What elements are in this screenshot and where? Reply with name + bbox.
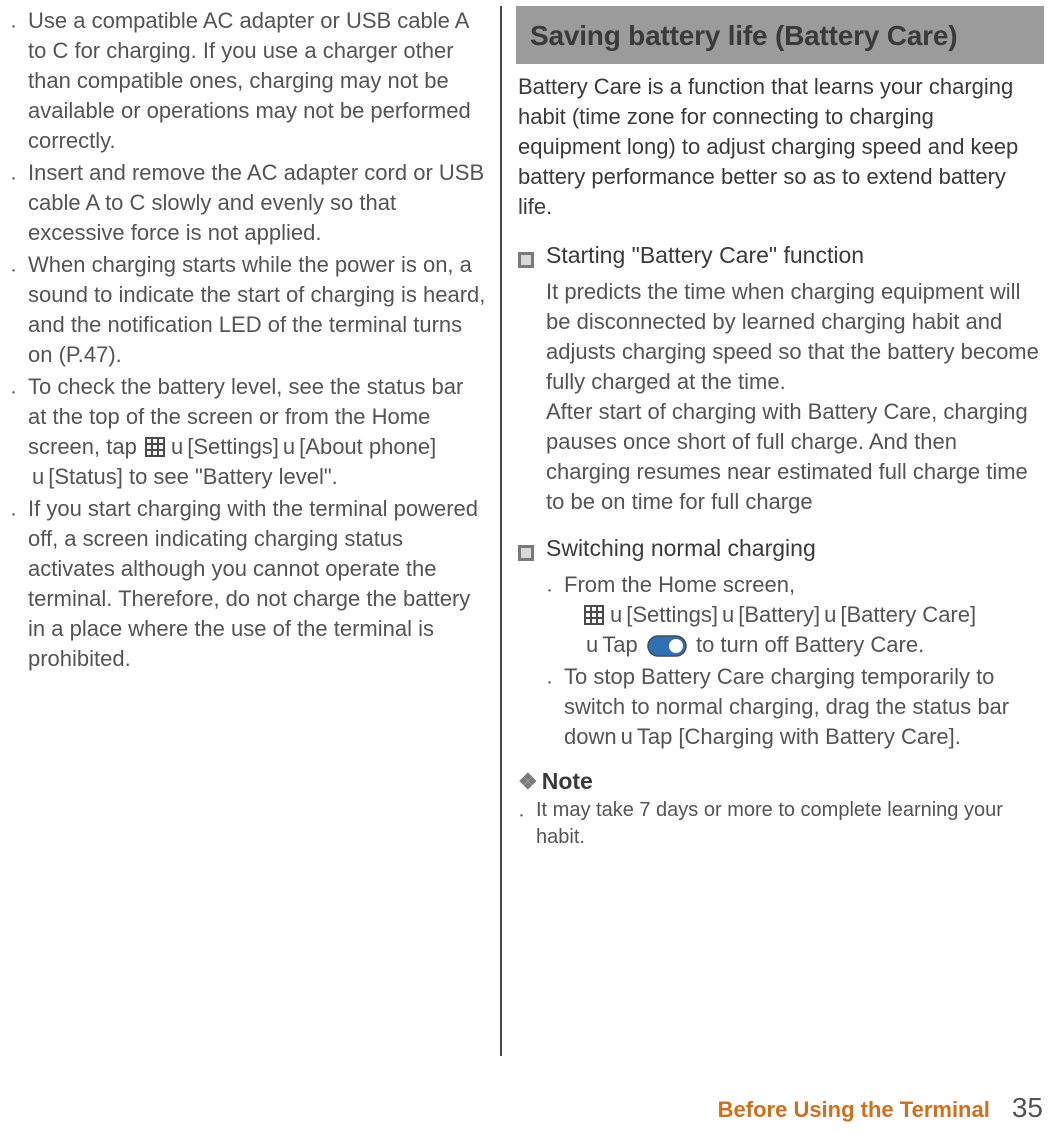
bullet-dot-icon: ･ <box>546 570 564 660</box>
toggle-on-icon <box>647 635 687 657</box>
subsection-title: Starting "Battery Care" function <box>546 240 864 270</box>
note-heading: ❖ Note <box>518 768 1044 795</box>
bullet-dot-icon: ･ <box>10 250 28 370</box>
bullet-text: If you start charging with the terminal … <box>28 494 486 674</box>
subsection-body: ･ From the Home screen, u[Settings]u[Bat… <box>518 570 1042 752</box>
bullet-text: To stop Battery Care charging temporaril… <box>564 662 1042 752</box>
right-column: Saving battery life (Battery Care) Batte… <box>502 6 1044 1060</box>
list-item: ･Insert and remove the AC adapter cord o… <box>10 158 486 248</box>
list-item: ･Use a compatible AC adapter or USB cabl… <box>10 6 486 156</box>
bullet-dot-icon: ･ <box>546 662 564 752</box>
page-number: 35 <box>1012 1092 1043 1124</box>
subsection-starting: Starting "Battery Care" function It pred… <box>516 240 1044 517</box>
list-item: ･ From the Home screen, u[Settings]u[Bat… <box>546 570 1042 660</box>
bullet-text: Insert and remove the AC adapter cord or… <box>28 158 486 248</box>
diamond-icon: ❖ <box>518 771 538 793</box>
list-item: ･If you start charging with the terminal… <box>10 494 486 674</box>
apps-grid-icon <box>145 435 165 455</box>
bullet-dot-icon: ･ <box>10 372 28 492</box>
subsection-switching: Switching normal charging ･ From the Hom… <box>516 533 1044 752</box>
note-label: Note <box>542 768 593 795</box>
paragraph: It predicts the time when charging equip… <box>546 277 1042 397</box>
subsection-heading: Switching normal charging <box>518 533 1042 568</box>
bullet-dot-icon: ･ <box>518 797 536 851</box>
bullet-text: From the Home screen, u[Settings]u[Batte… <box>564 570 1042 660</box>
note-body: ･ It may take 7 days or more to complete… <box>516 797 1044 851</box>
paragraph: After start of charging with Battery Car… <box>546 397 1042 517</box>
bullet-text: To check the battery level, see the stat… <box>28 372 486 492</box>
page-footer: Before Using the Terminal 35 <box>718 1092 1043 1124</box>
subsection-body: It predicts the time when charging equip… <box>518 277 1042 517</box>
square-bullet-icon <box>518 240 546 275</box>
subsection-heading: Starting "Battery Care" function <box>518 240 1042 275</box>
list-item: ･ To stop Battery Care charging temporar… <box>546 662 1042 752</box>
section-header: Saving battery life (Battery Care) <box>516 6 1044 64</box>
square-bullet-icon <box>518 533 546 568</box>
note-text: It may take 7 days or more to complete l… <box>536 797 1044 851</box>
list-item: ･When charging starts while the power is… <box>10 250 486 370</box>
footer-section-title: Before Using the Terminal <box>718 1097 990 1123</box>
subsection-title: Switching normal charging <box>546 533 816 563</box>
left-column: ･Use a compatible AC adapter or USB cabl… <box>10 6 500 1060</box>
apps-grid-icon <box>584 603 604 623</box>
page-body: ･Use a compatible AC adapter or USB cabl… <box>0 0 1063 1060</box>
bullet-text: Use a compatible AC adapter or USB cable… <box>28 6 486 156</box>
bullet-text: When charging starts while the power is … <box>28 250 486 370</box>
list-item: ･ It may take 7 days or more to complete… <box>518 797 1044 851</box>
bullet-dot-icon: ･ <box>10 158 28 248</box>
bullet-dot-icon: ･ <box>10 494 28 674</box>
section-intro: Battery Care is a function that learns y… <box>516 72 1044 222</box>
list-item: ･To check the battery level, see the sta… <box>10 372 486 492</box>
bullet-dot-icon: ･ <box>10 6 28 156</box>
